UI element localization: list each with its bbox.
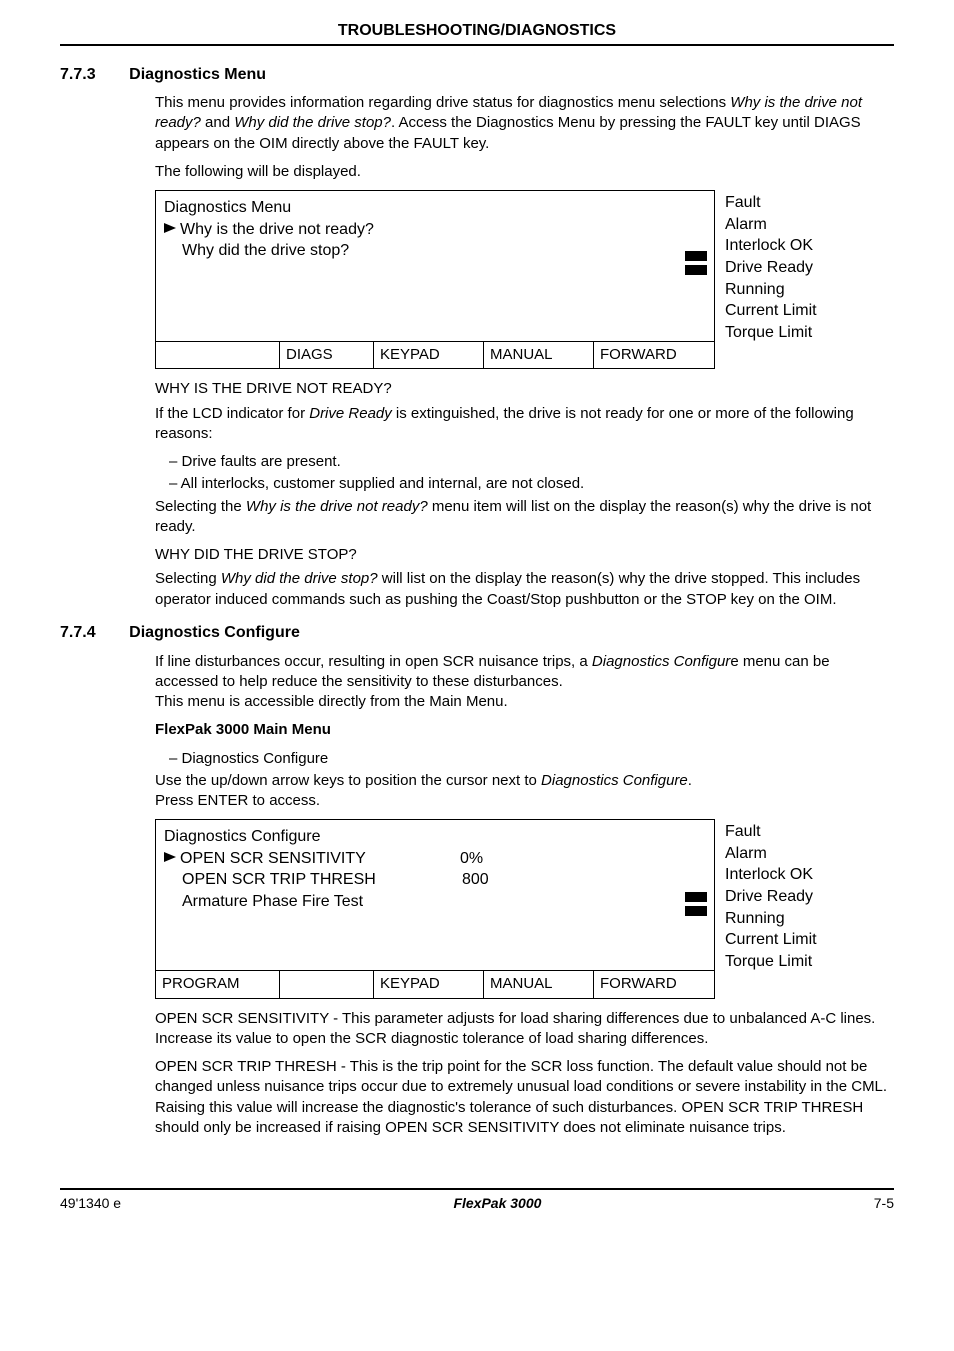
footer-center: FlexPak 3000 [453,1194,541,1213]
text: This menu provides information regarding… [155,94,730,111]
diag-config-title: Diagnostics Configure [164,826,670,848]
diag-cell: MANUAL [484,342,594,368]
text: . [688,772,692,789]
text: If the LCD indicator for [155,405,309,422]
status-list: Fault Alarm Interlock OK Drive Ready Run… [715,819,817,998]
section-773-num: 7.7.3 [60,64,125,86]
diag-config-text: Diagnostics Configure OPEN SCR SENSITIVI… [156,820,678,970]
text: Why is the drive not ready? [180,221,374,238]
section-774-num: 7.7.4 [60,622,125,644]
diag-cell: PROGRAM [156,971,280,997]
status-item: Fault [725,821,817,843]
diag-menu-wrap: Diagnostics Menu Why is the drive not re… [155,190,894,369]
diag-config-wrap: Diagnostics Configure OPEN SCR SENSITIVI… [155,819,894,998]
section-774-head: 7.7.4 Diagnostics Configure [60,622,894,644]
section-773-head: 7.7.3 Diagnostics Menu [60,64,894,86]
diag-leds [678,820,714,970]
sec773-sub1: WHY IS THE DRIVE NOT READY? [155,379,894,399]
diag-cell: KEYPAD [374,971,484,997]
diag-config-l2: OPEN SCR TRIP THRESH800 [164,869,670,891]
text: 0% [460,850,483,867]
text-italic: Why did the drive stop? [221,570,378,587]
sec773-d1: – Drive faults are present. [155,452,894,472]
page-footer: 49'1340 e FlexPak 3000 7-5 [60,1188,894,1213]
led-icon [685,906,707,916]
diag-menu-line1: Why is the drive not ready? [164,219,670,241]
diag-cell: DIAGS [280,342,374,368]
status-list: Fault Alarm Interlock OK Drive Ready Run… [715,190,817,369]
diag-cell: MANUAL [484,971,594,997]
section-773-title: Diagnostics Menu [129,64,266,86]
diag-cell: FORWARD [594,342,714,368]
section-774-title: Diagnostics Configure [129,622,300,644]
sec774-p4: OPEN SCR TRIP THRESH - This is the trip … [155,1057,894,1138]
led-icon [685,265,707,275]
sec774-dc: – Diagnostics Configure [155,749,894,769]
diag-leds [678,191,714,341]
page-header-title: TROUBLESHOOTING/DIAGNOSTICS [60,20,894,42]
sec773-p5: Selecting Why did the drive stop? will l… [155,569,894,610]
header-rule: TROUBLESHOOTING/DIAGNOSTICS [60,20,894,46]
sec774-p3: OPEN SCR SENSITIVITY - This parameter ad… [155,1009,894,1050]
sec773-d2: – All interlocks, customer supplied and … [155,474,894,494]
sec773-p3: If the LCD indicator for Drive Ready is … [155,404,894,445]
status-item: Drive Ready [725,886,817,908]
diag-config-l1: OPEN SCR SENSITIVITY0% [164,848,670,870]
status-item: Running [725,908,817,930]
diag-menu-title: Diagnostics Menu [164,197,670,219]
text-italic: Drive Ready [309,405,392,422]
status-item: Interlock OK [725,864,817,886]
text: Selecting the [155,498,246,515]
text: Use the up/down arrow keys to position t… [155,772,541,789]
diag-menu-row: DIAGS KEYPAD MANUAL FORWARD [156,341,714,368]
arrow-icon [164,223,176,233]
status-item: Running [725,279,817,301]
text: and [201,114,234,131]
footer-left: 49'1340 e [60,1194,121,1213]
status-item: Interlock OK [725,235,817,257]
text: 800 [462,871,489,888]
diag-cell [156,342,280,368]
diag-menu-text: Diagnostics Menu Why is the drive not re… [156,191,678,341]
sec773-sub2: WHY DID THE DRIVE STOP? [155,545,894,565]
status-item: Fault [725,192,817,214]
text: Press ENTER to access. [155,792,320,809]
text-italic: Why did the drive stop? [234,114,391,131]
sec773-p1: This menu provides information regarding… [155,93,894,154]
text: If line disturbances occur, resulting in… [155,653,592,670]
status-item: Torque Limit [725,322,817,344]
status-item: Alarm [725,214,817,236]
text: Selecting [155,570,221,587]
status-item: Alarm [725,843,817,865]
diag-cell [280,971,374,997]
text-italic: Diagnostics Configur [592,653,730,670]
diag-cell: FORWARD [594,971,714,997]
arrow-icon [164,852,176,862]
text: This menu is accessible directly from th… [155,693,508,710]
status-item: Drive Ready [725,257,817,279]
text-italic: Why is the drive not ready? [246,498,428,515]
sec774-mainmenu: FlexPak 3000 Main Menu [155,720,894,740]
sec773-p4: Selecting the Why is the drive not ready… [155,497,894,538]
text-italic: Diagnostics Configure [541,772,688,789]
status-item: Current Limit [725,929,817,951]
led-icon [685,892,707,902]
status-item: Torque Limit [725,951,817,973]
led-icon [685,251,707,261]
sec774-p2: Use the up/down arrow keys to position t… [155,771,894,812]
diag-config-row: PROGRAM KEYPAD MANUAL FORWARD [156,970,714,997]
text: OPEN SCR TRIP THRESH [182,869,462,891]
diag-menu-line2: Why did the drive stop? [164,240,670,262]
status-item: Current Limit [725,300,817,322]
diag-menu-box: Diagnostics Menu Why is the drive not re… [155,190,715,369]
diag-cell: KEYPAD [374,342,484,368]
diag-config-box: Diagnostics Configure OPEN SCR SENSITIVI… [155,819,715,998]
sec774-p1: If line disturbances occur, resulting in… [155,652,894,713]
footer-right: 7-5 [874,1194,894,1213]
diag-config-l3: Armature Phase Fire Test [164,891,670,913]
sec773-p2: The following will be displayed. [155,162,894,182]
text: OPEN SCR SENSITIVITY [180,848,460,870]
